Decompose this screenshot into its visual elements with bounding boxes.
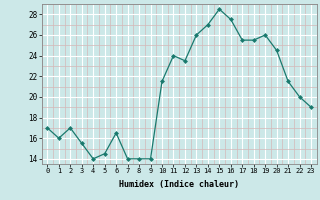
X-axis label: Humidex (Indice chaleur): Humidex (Indice chaleur) <box>119 180 239 189</box>
